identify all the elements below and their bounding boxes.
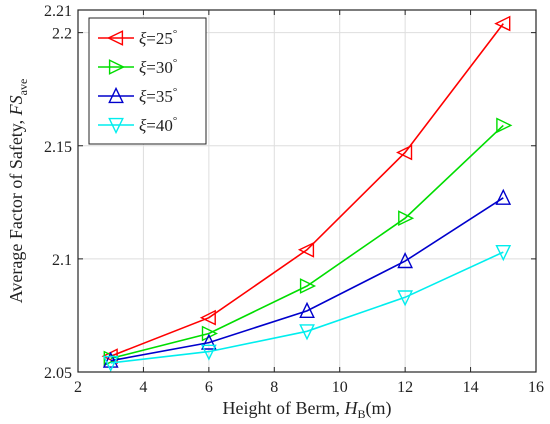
series-line — [110, 251, 504, 364]
tick-marks — [77, 9, 537, 373]
series-4 — [102, 244, 512, 372]
x-tick-label: 2 — [74, 379, 82, 396]
plot-frame — [77, 9, 537, 373]
data-point-marker — [102, 355, 119, 372]
legend-marker — [108, 59, 126, 75]
x-tick-label: 6 — [205, 379, 213, 396]
y-tick-label: 2.21 — [44, 3, 72, 20]
series-line — [110, 23, 504, 357]
data-point-marker — [398, 210, 415, 227]
data-point-marker — [494, 15, 511, 32]
legend-label: ξ=40° — [139, 115, 177, 135]
legend-marker — [108, 86, 124, 104]
series-3 — [102, 188, 512, 368]
data-point-marker — [495, 244, 512, 262]
data-point-marker — [200, 344, 217, 361]
x-axis-label: Height of Berm, HB(m) — [223, 398, 392, 421]
data-point-marker — [397, 251, 414, 269]
data-point-marker — [496, 117, 513, 134]
data-point-marker — [395, 144, 413, 161]
tick-labels: 2 4 6 8 10 12 14 16 2.05 2.1 2.15 2.2 2.21 — [44, 3, 544, 396]
x-tick-label: 8 — [270, 379, 278, 396]
x-tick-label: 10 — [332, 379, 348, 396]
data-point-marker — [495, 188, 512, 205]
x-tick-label: 4 — [139, 379, 147, 396]
y-tick-label: 2.05 — [44, 365, 72, 382]
data-point-marker — [299, 301, 315, 318]
data-point-marker — [199, 309, 216, 326]
grid-lines — [78, 10, 536, 372]
series-2 — [103, 117, 513, 367]
y-tick-label: 2.1 — [52, 252, 72, 269]
legend-label: ξ=35° — [139, 86, 177, 106]
x-tick-label: 16 — [528, 379, 544, 396]
legend: ξ=25° ξ=30° ξ=35° ξ=40° — [88, 17, 207, 145]
legend-box — [88, 17, 207, 145]
data-point-marker — [102, 351, 119, 368]
legend-label: ξ=25° — [139, 28, 177, 48]
data-point-marker — [297, 241, 315, 258]
legend-marker — [108, 117, 124, 135]
y-tick-label: 2.2 — [52, 26, 72, 43]
series-line — [110, 124, 504, 360]
data-point-marker — [299, 278, 317, 294]
data-point-marker — [200, 333, 217, 350]
series-layer — [101, 15, 513, 372]
y-tick-label: 2.15 — [44, 139, 72, 156]
x-tick-label: 12 — [397, 379, 413, 396]
data-point-marker — [397, 290, 414, 307]
x-tick-label: 14 — [463, 379, 479, 396]
legend-marker — [106, 30, 124, 46]
data-point-marker — [299, 324, 315, 341]
series-line — [110, 197, 504, 362]
legend-label: ξ=30° — [139, 57, 177, 77]
y-axis-label: Average Factor of Safety, FSave — [6, 79, 30, 304]
